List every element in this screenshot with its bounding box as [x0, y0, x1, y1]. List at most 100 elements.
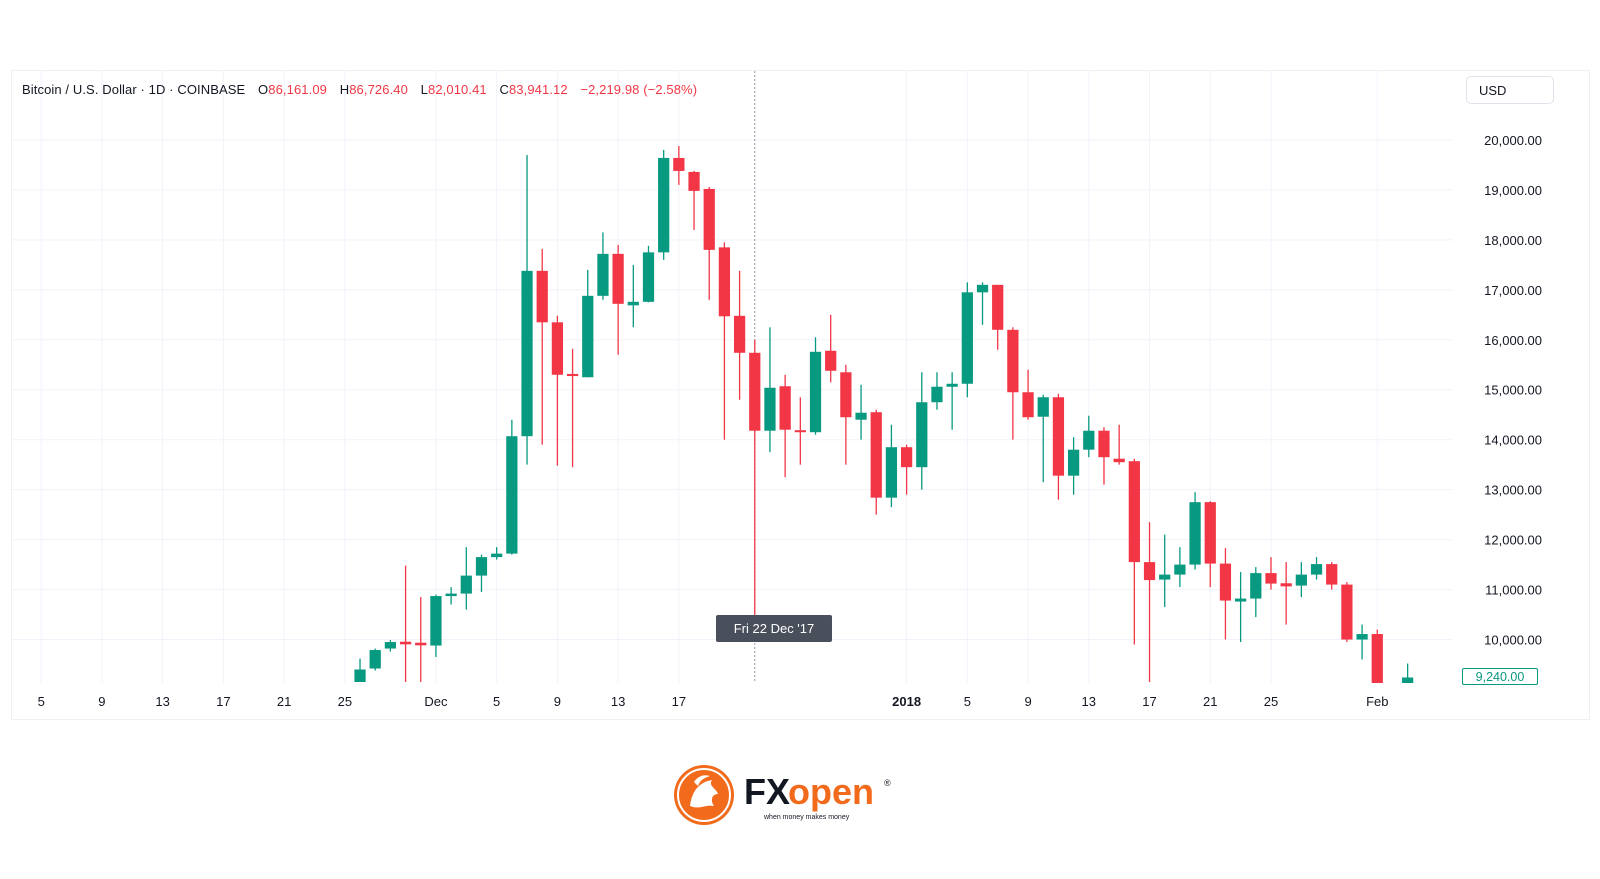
- candle: [718, 242, 731, 440]
- candle-body: [1402, 677, 1414, 683]
- brand-tagline: when money makes money: [763, 814, 850, 821]
- low-label: L: [420, 82, 428, 97]
- candle-body: [1174, 564, 1186, 575]
- candle: [1128, 458, 1140, 645]
- x-tick-label: 17: [672, 694, 686, 709]
- candle: [430, 594, 442, 658]
- x-tick-label: 2018: [892, 694, 921, 709]
- close-label: C: [499, 82, 509, 97]
- candle: [1174, 547, 1186, 588]
- y-tick-label: 17,000.00: [1484, 283, 1542, 298]
- candle-body: [961, 292, 973, 384]
- y-axis-labels: 10,000.00 11,000.00 12,000.00 13,000.00 14,0…: [1484, 133, 1542, 648]
- candle: [946, 372, 958, 430]
- grid-lines: [12, 71, 1452, 683]
- candle: [885, 424, 898, 508]
- candlestick-chart[interactable]: 10,000.00 11,000.00 12,000.00 13,000.00 14,0…: [12, 71, 1591, 721]
- candle-body: [1265, 573, 1277, 584]
- candle-body: [1098, 430, 1110, 458]
- candle-body: [1250, 573, 1262, 599]
- candle-body: [475, 557, 488, 576]
- low-value: 82,010.41: [428, 82, 487, 97]
- candle: [1402, 663, 1414, 683]
- x-tick-label: Dec: [424, 694, 448, 709]
- candle-body: [870, 412, 882, 498]
- x-tick-label: 17: [1142, 694, 1156, 709]
- y-tick-label: 11,000.00: [1485, 583, 1542, 598]
- x-tick-label: 25: [1264, 694, 1278, 709]
- candle-body: [1219, 563, 1232, 601]
- brand-fx: FX: [744, 771, 790, 812]
- candle: [1295, 562, 1307, 598]
- candle-body: [764, 387, 776, 431]
- candle: [688, 170, 700, 230]
- x-tick-label: 5: [964, 694, 971, 709]
- candles-layer: [354, 145, 1414, 683]
- candle: [1098, 427, 1110, 485]
- candle-body: [946, 383, 958, 387]
- currency-button[interactable]: USD: [1466, 76, 1554, 104]
- candle-body: [931, 386, 943, 403]
- candle-body: [1067, 449, 1080, 476]
- candle: [399, 565, 412, 683]
- candle: [415, 597, 427, 683]
- candle-body: [1022, 392, 1034, 418]
- high-value: 86,726.40: [349, 82, 408, 97]
- candle-body: [1326, 564, 1338, 585]
- candle-body: [794, 430, 806, 433]
- candle-body: [642, 252, 655, 302]
- candle-body: [384, 642, 397, 649]
- candle-body: [566, 373, 579, 377]
- candle: [840, 364, 852, 465]
- open-label: O: [258, 82, 269, 97]
- candle: [491, 547, 503, 560]
- x-tick-label: 5: [493, 694, 500, 709]
- y-tick-label: 19,000.00: [1484, 183, 1542, 198]
- candle: [1371, 629, 1383, 683]
- candle-body: [809, 351, 822, 433]
- y-tick-label: 13,000.00: [1484, 483, 1542, 498]
- candle: [976, 282, 989, 325]
- candle: [961, 282, 973, 398]
- candle-body: [1083, 430, 1095, 450]
- candle: [749, 339, 761, 620]
- candle: [369, 648, 381, 671]
- candle: [764, 327, 776, 453]
- candle-body: [1356, 634, 1368, 640]
- candle-body: [354, 669, 366, 683]
- fxopen-logo: FX open ® when money makes money: [674, 765, 891, 825]
- candle: [658, 149, 670, 260]
- close-value: 83,941.12: [508, 82, 568, 97]
- candle: [992, 284, 1004, 350]
- open-value: 86,161.09: [268, 82, 327, 97]
- candle: [1265, 557, 1277, 590]
- candle-body: [1143, 562, 1156, 581]
- x-tick-label: 21: [277, 694, 291, 709]
- bull-emblem-icon: [674, 765, 734, 825]
- candle-body: [885, 447, 898, 498]
- candle-body: [718, 247, 731, 317]
- candle-body: [1341, 584, 1353, 640]
- candle: [825, 314, 837, 383]
- candle: [794, 397, 806, 465]
- candle: [612, 244, 624, 355]
- candle-body: [1280, 583, 1292, 587]
- y-tick-label: 10,000.00: [1484, 633, 1542, 648]
- ohlc-legend: Bitcoin / U.S. Dollar · 1D · COINBASE O8…: [22, 82, 697, 97]
- y-tick-label: 18,000.00: [1484, 233, 1542, 248]
- brand-open: open: [788, 771, 874, 812]
- candle-body: [825, 350, 837, 371]
- chart-frame[interactable]: 10,000.00 11,000.00 12,000.00 13,000.00 14,0…: [11, 70, 1590, 720]
- candle: [536, 248, 548, 445]
- candle: [384, 640, 397, 652]
- change-value: −2,219.98 (−2.58%): [580, 82, 698, 97]
- candle-body: [369, 650, 381, 669]
- candle-body: [900, 447, 913, 468]
- symbol-title: Bitcoin / U.S. Dollar · 1D · COINBASE: [22, 82, 246, 97]
- candle-body: [1052, 397, 1065, 476]
- candle: [1280, 562, 1292, 625]
- candle-body: [733, 315, 746, 353]
- candle-body: [1204, 502, 1216, 564]
- candle-body: [1295, 574, 1307, 586]
- candle: [460, 547, 472, 610]
